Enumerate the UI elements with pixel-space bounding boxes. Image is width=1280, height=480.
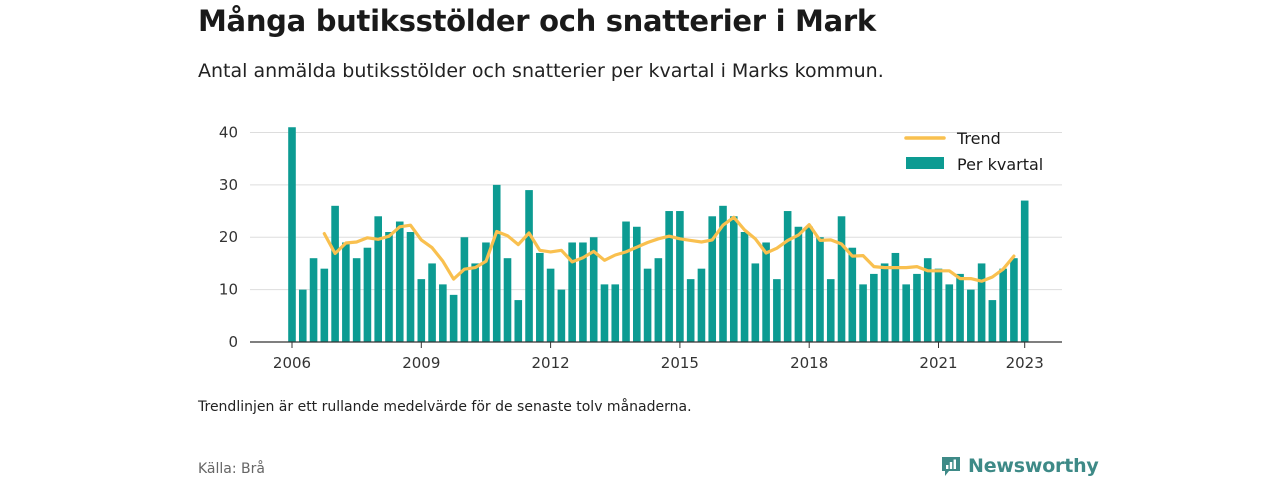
bar (482, 242, 490, 342)
x-tick-label: 2012 (532, 354, 570, 372)
legend-trend-label: Trend (956, 129, 1001, 148)
bar (298, 289, 307, 342)
y-tick-label: 0 (228, 333, 238, 351)
bar (751, 263, 760, 342)
legend-bar-swatch (906, 157, 944, 169)
bar (891, 252, 900, 342)
x-tick-label: 2023 (1006, 354, 1044, 372)
brand-name: Newsworthy (968, 455, 1099, 477)
bar (439, 284, 447, 342)
bars-per-kvartal (288, 127, 1029, 342)
bar (600, 284, 609, 342)
trend-line (322, 215, 1016, 283)
y-tick-label: 20 (219, 228, 238, 246)
bar (503, 258, 512, 342)
x-tick-label: 2021 (919, 354, 957, 372)
x-tick-label: 2015 (661, 354, 699, 372)
bar (740, 232, 749, 342)
bar (320, 268, 329, 342)
y-axis-ticks: 0 10 20 30 40 (219, 123, 238, 351)
bar (719, 205, 727, 342)
bar (363, 247, 372, 342)
bar (309, 258, 318, 342)
bar (870, 273, 878, 342)
bar (945, 284, 954, 342)
bar (611, 284, 620, 342)
chart-subtitle: Antal anmälda butiksstölder och snatteri… (198, 60, 884, 82)
bar (762, 242, 770, 342)
bar (395, 221, 404, 342)
bar (956, 273, 964, 342)
bar (913, 273, 921, 342)
bar (352, 258, 361, 342)
bar (999, 268, 1007, 342)
bar (773, 279, 781, 342)
bar (492, 184, 501, 342)
bar (579, 242, 587, 342)
bar (967, 289, 975, 342)
bar (934, 268, 943, 342)
bar (837, 216, 846, 342)
bar (848, 247, 857, 342)
bar (514, 300, 523, 342)
bar (880, 263, 889, 342)
bar (589, 237, 598, 342)
bar (676, 211, 684, 342)
x-tick-label: 2006 (273, 354, 311, 372)
bar (1020, 200, 1029, 342)
bar (977, 263, 986, 342)
bar (546, 268, 555, 342)
bar (697, 268, 706, 342)
bar (288, 127, 296, 342)
bar (385, 232, 393, 342)
bar (665, 211, 673, 342)
bar (428, 263, 436, 342)
bar (536, 252, 544, 342)
chart-title: Många butiksstölder och snatterier i Mar… (198, 4, 876, 38)
brand-logo[interactable]: Newsworthy (940, 452, 1099, 480)
bar (643, 268, 652, 342)
bar (654, 258, 663, 342)
bar (374, 216, 382, 342)
bar (686, 279, 695, 342)
legend: Trend Per kvartal (904, 129, 1043, 174)
y-tick-label: 10 (219, 281, 238, 299)
x-tick-label: 2009 (402, 354, 440, 372)
bar (568, 242, 576, 342)
bar (1010, 258, 1018, 342)
bar (729, 216, 738, 342)
bar (805, 226, 813, 342)
bar (471, 263, 479, 342)
source: Källa: Brå (198, 461, 265, 477)
bar (406, 232, 415, 342)
bar (525, 190, 533, 342)
y-tick-label: 30 (219, 176, 238, 194)
bar (826, 279, 835, 342)
bar (708, 216, 717, 342)
bar (622, 221, 630, 342)
bar (783, 211, 792, 342)
bar (859, 284, 867, 342)
x-axis-ticks: 2006 2009 2012 2015 2018 2021 2023 (273, 342, 1044, 372)
legend-bar-label: Per kvartal (957, 155, 1043, 174)
y-tick-label: 40 (219, 123, 238, 141)
bar (342, 242, 350, 342)
bar (557, 289, 566, 342)
bar (449, 294, 458, 342)
bar (331, 205, 339, 342)
bar (902, 284, 910, 342)
bar (633, 226, 641, 342)
bar (816, 237, 824, 342)
newsworthy-icon (942, 457, 960, 476)
x-tick-label: 2018 (790, 354, 828, 372)
footnote: Trendlinjen är ett rullande medelvärde f… (198, 399, 692, 415)
bar (988, 300, 997, 342)
bar (417, 279, 426, 342)
bar (460, 237, 469, 342)
bar (923, 258, 932, 342)
bar (794, 226, 803, 342)
